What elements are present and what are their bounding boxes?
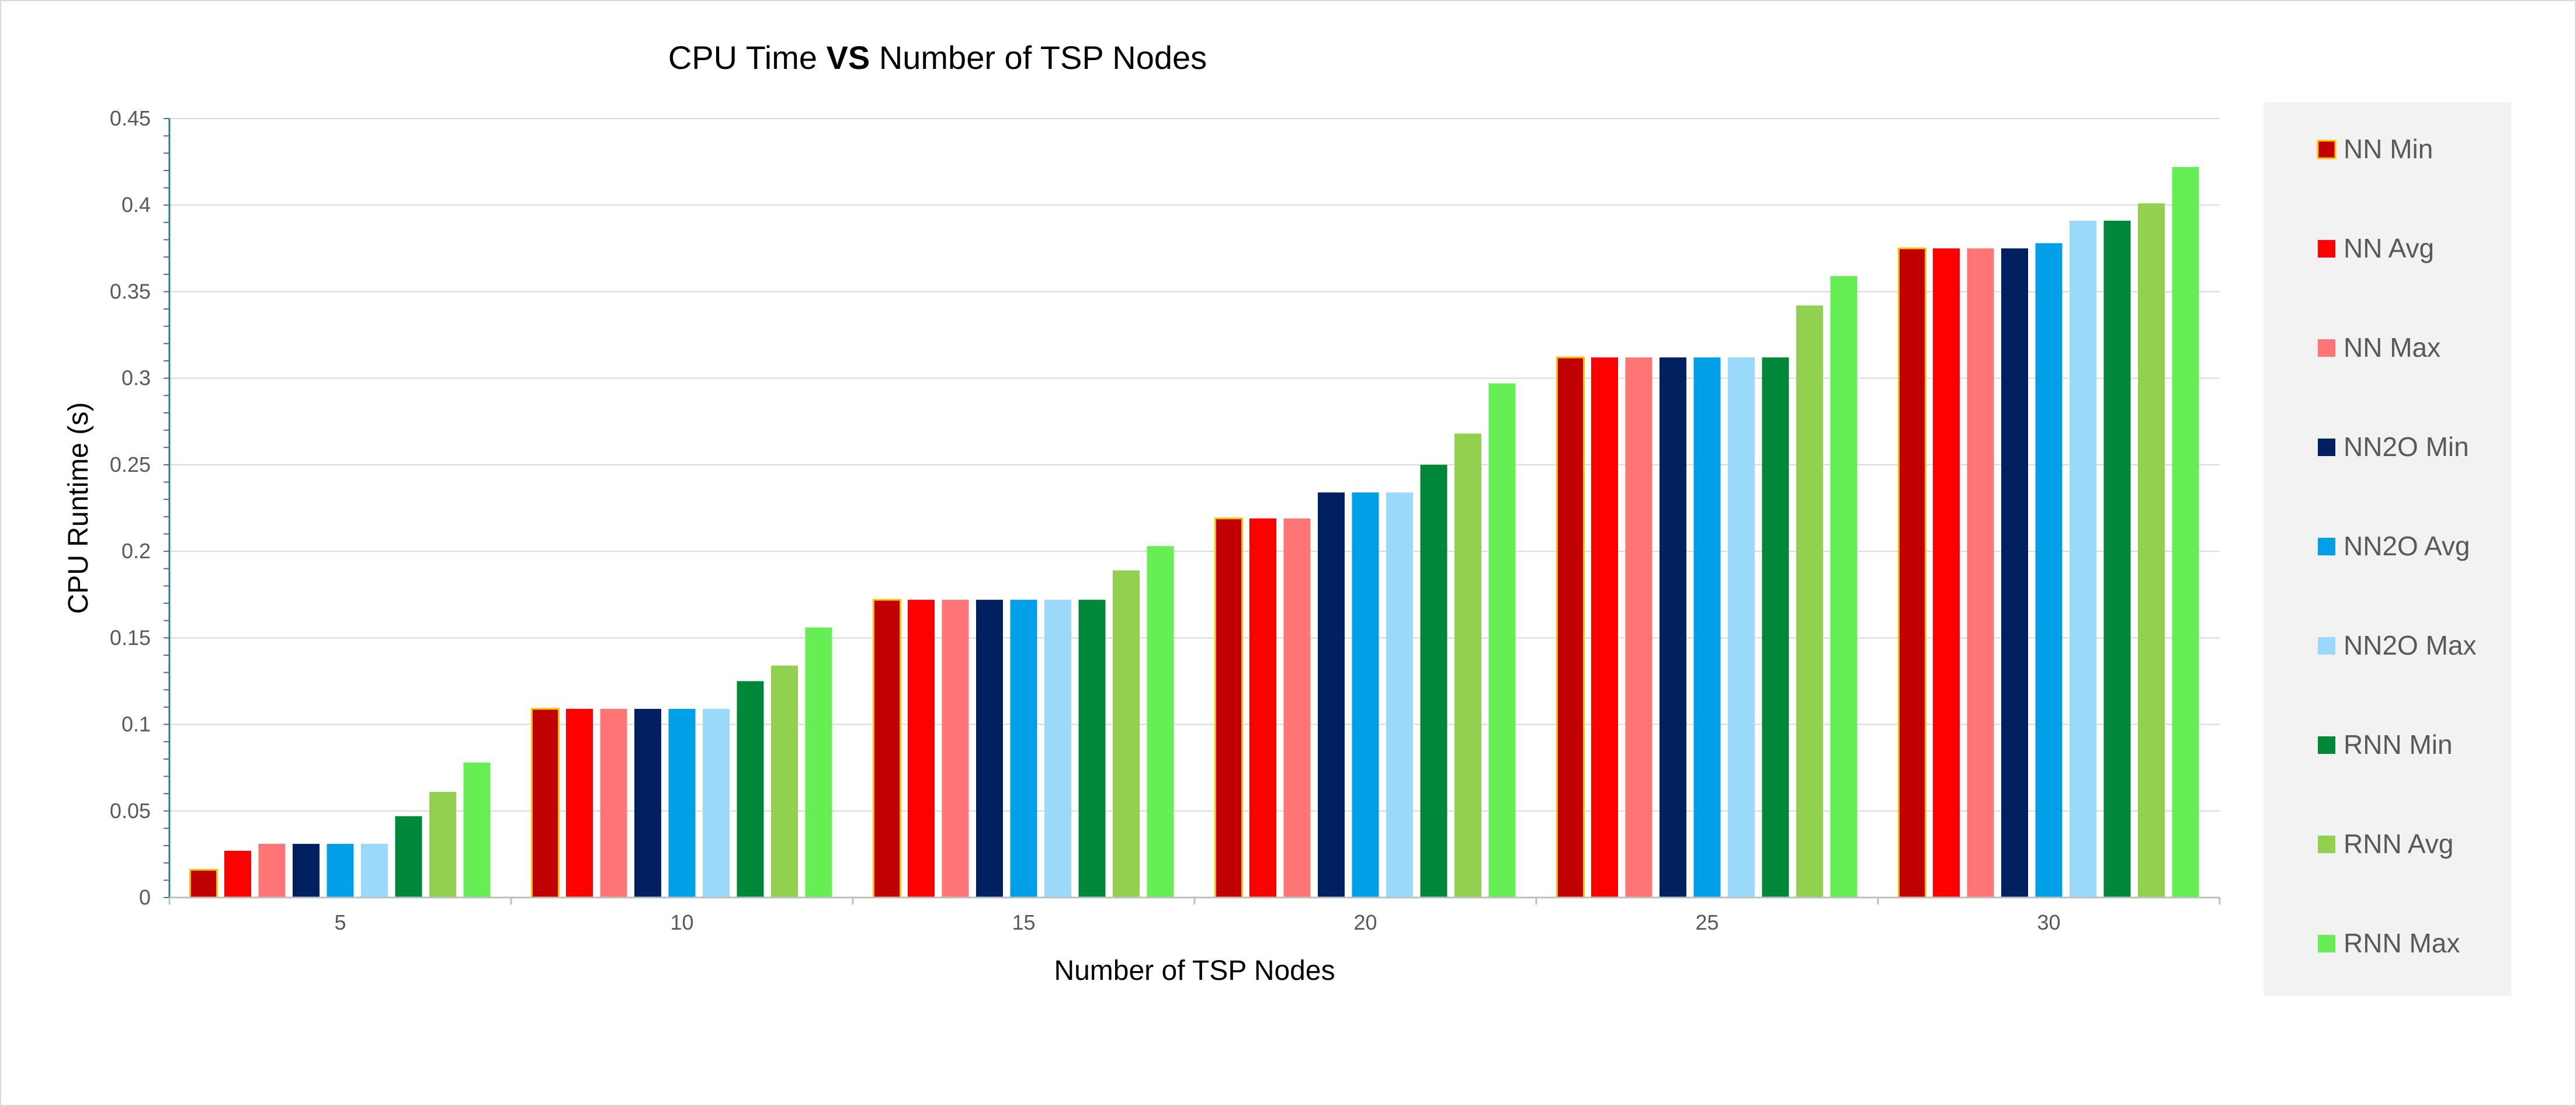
y-tick-label: 0.05 <box>110 799 151 823</box>
bars <box>189 167 2199 899</box>
legend: NN Min NN Avg NN Max NN2O Min NN2O Avg NN2O M… <box>2317 134 2476 958</box>
bar <box>703 708 730 898</box>
x-tick-label: 25 <box>1695 910 1719 934</box>
bar <box>189 869 218 899</box>
bar <box>1113 570 1140 898</box>
y-tick-labels: 0 0.05 0.1 0.15 0.2 0.25 0.3 0.35 0.4 0.45 <box>110 106 151 909</box>
bar <box>805 627 832 898</box>
bar <box>1898 247 1926 899</box>
bar <box>361 844 388 898</box>
bar <box>1214 517 1243 899</box>
bar <box>1625 357 1652 898</box>
bar <box>2070 220 2096 898</box>
bar <box>1352 492 1379 898</box>
legend-label: NN2O Avg <box>2344 531 2470 561</box>
bar <box>1044 600 1071 898</box>
y-tick-label: 0.45 <box>110 106 151 130</box>
y-tick-label: 0.4 <box>121 193 151 217</box>
bar <box>1933 248 1960 898</box>
x-tick-label: 20 <box>1353 910 1377 934</box>
x-axis-label: Number of TSP Nodes <box>1054 955 1335 986</box>
bar <box>1967 248 1994 898</box>
axes <box>164 118 2221 905</box>
gridlines <box>169 118 2220 812</box>
x-tick-label: 5 <box>334 910 346 934</box>
bar <box>1488 383 1516 898</box>
bar <box>566 708 593 898</box>
bar <box>531 708 560 899</box>
bar <box>771 665 798 898</box>
bar <box>1147 546 1174 898</box>
y-tick-label: 0.3 <box>121 366 151 390</box>
x-tick-label: 10 <box>670 910 693 934</box>
bar <box>2035 243 2063 898</box>
bar <box>463 762 491 898</box>
legend-label: NN Avg <box>2344 233 2434 263</box>
bar <box>1318 492 1345 898</box>
bar <box>224 850 251 898</box>
bar <box>1591 357 1618 898</box>
bar <box>258 844 286 898</box>
bar <box>1796 305 1823 898</box>
bar <box>1249 518 1276 898</box>
bar <box>2138 203 2165 898</box>
bar <box>634 708 661 898</box>
bar <box>293 844 320 898</box>
y-tick-label: 0.25 <box>110 453 151 477</box>
y-tick-label: 0.15 <box>110 625 151 649</box>
legend-swatch <box>2318 439 2335 456</box>
legend-label: NN2O Min <box>2344 432 2469 462</box>
y-axis-label: CPU Runtime (s) <box>63 402 94 614</box>
x-tick-labels: 5 10 15 20 25 30 <box>334 910 2060 934</box>
bar <box>327 844 354 898</box>
bar <box>976 600 1003 898</box>
x-tick-label: 15 <box>1012 910 1035 934</box>
bar <box>1283 518 1311 898</box>
y-tick-label: 0 <box>139 885 151 909</box>
bar <box>1078 600 1106 898</box>
bar <box>737 681 764 898</box>
legend-label: NN Max <box>2344 332 2440 363</box>
bar <box>600 708 627 898</box>
legend-swatch <box>2318 637 2335 655</box>
chart-title: CPU Time VS Number of TSP Nodes <box>668 39 1207 76</box>
legend-swatch <box>2318 538 2335 555</box>
bar <box>908 600 935 898</box>
bar <box>2001 248 2028 898</box>
bar <box>1693 357 1721 898</box>
bar <box>1762 357 1789 898</box>
bar <box>2172 167 2199 898</box>
bar <box>873 599 901 899</box>
bar <box>1386 492 1413 898</box>
legend-label: RNN Max <box>2344 928 2460 958</box>
bar <box>1728 357 1755 898</box>
legend-swatch <box>2317 140 2337 159</box>
legend-swatch <box>2318 836 2335 853</box>
bar <box>1454 433 1481 898</box>
legend-swatch <box>2318 240 2335 258</box>
y-tick-label: 0.1 <box>121 712 151 736</box>
legend-label: RNN Min <box>2344 729 2453 760</box>
bar <box>1556 356 1585 899</box>
legend-box <box>2263 102 2511 996</box>
x-tick-label: 30 <box>2037 910 2060 934</box>
legend-label: NN Min <box>2344 134 2433 164</box>
bar <box>395 816 422 898</box>
bar <box>1010 600 1037 898</box>
y-tick-label: 0.35 <box>110 279 151 303</box>
legend-label: NN2O Max <box>2344 630 2476 660</box>
bar <box>668 708 696 898</box>
bar <box>1660 357 1686 898</box>
bar <box>2103 220 2131 898</box>
legend-swatch <box>2318 736 2335 754</box>
bar <box>1830 276 1858 898</box>
legend-swatch <box>2318 935 2335 952</box>
bar <box>942 600 969 898</box>
y-tick-label: 0.2 <box>121 539 151 563</box>
legend-label: RNN Avg <box>2344 829 2453 859</box>
bar <box>1420 464 1447 898</box>
legend-swatch <box>2318 339 2335 357</box>
bar <box>429 792 456 898</box>
